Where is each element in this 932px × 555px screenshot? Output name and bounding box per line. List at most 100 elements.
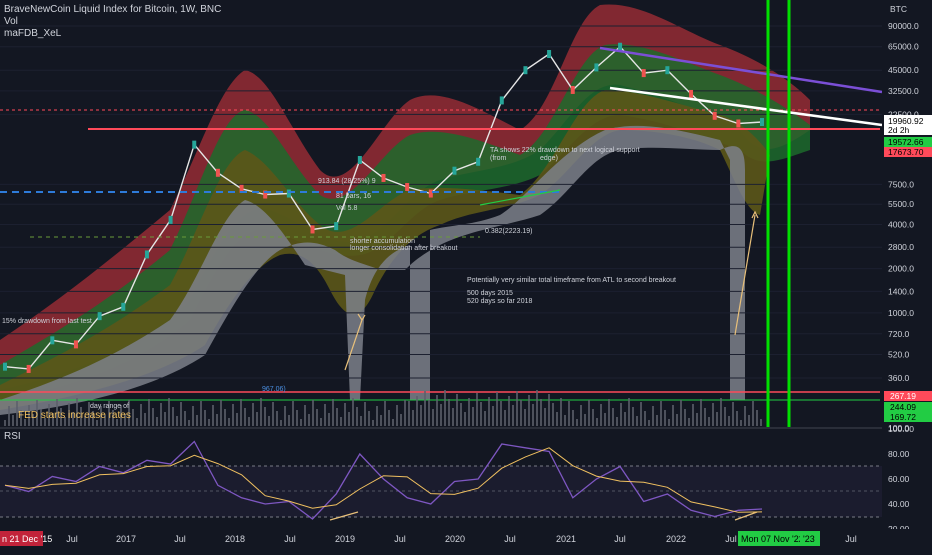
price-point <box>641 69 646 78</box>
green-upper-text: 19572.66 <box>888 137 924 147</box>
volume-bar <box>732 402 734 426</box>
volume-bar <box>564 415 566 426</box>
price-tick-label: 2000.0 <box>888 264 914 274</box>
volume-bar <box>408 401 410 426</box>
price-point <box>192 140 197 149</box>
volume-bar <box>420 405 422 426</box>
vol-label[interactable]: Vol <box>4 16 18 27</box>
green-upper-badge <box>884 137 932 147</box>
volume-bar <box>112 410 114 426</box>
volume-bar <box>476 393 478 426</box>
volume-bar <box>152 408 154 426</box>
volume-bar <box>716 412 718 426</box>
volume-bar <box>560 398 562 426</box>
note-ta2: (from <box>490 155 507 162</box>
symbol-title[interactable]: BraveNewCoin Liquid Index for Bitcoin, 1… <box>4 4 222 15</box>
indicator-label[interactable]: maFDB_XeL <box>4 28 62 39</box>
price-layer <box>3 42 764 373</box>
volume-bar <box>708 417 710 426</box>
note-fib-382: 0.382(2223.19) <box>485 228 532 235</box>
volume-bar <box>128 400 130 426</box>
volume-bar <box>264 407 266 426</box>
volume-bar <box>536 390 538 426</box>
arrow-head-2022 <box>751 210 759 219</box>
currency-label: BTC <box>890 4 907 14</box>
rsi-tick-label: 80.00 <box>888 449 910 459</box>
note-bars: 81 bars, 16 <box>336 193 371 200</box>
volume-bar <box>696 413 698 426</box>
price-tick-label: 520.0 <box>888 350 910 360</box>
arrow-2022[interactable] <box>734 214 756 336</box>
volume-bar <box>588 400 590 426</box>
volume-bar <box>308 414 310 426</box>
purple-trendline[interactable] <box>599 46 883 94</box>
arrow-2018[interactable] <box>344 319 363 371</box>
volume-bar <box>464 412 466 426</box>
price-point <box>570 85 575 94</box>
note-days-2018: 520 days so far 2018 <box>467 298 532 305</box>
volume-bar <box>528 395 530 426</box>
volume-bar <box>272 402 274 426</box>
price-point <box>523 66 528 75</box>
volume-bar <box>28 405 30 426</box>
volume-bar <box>76 398 78 426</box>
volume-bar <box>140 404 142 426</box>
rsi-label[interactable]: RSI <box>4 431 21 442</box>
volume-bar <box>60 408 62 426</box>
white-trendline[interactable] <box>609 86 883 127</box>
volume-bar <box>216 414 218 426</box>
volume-bar <box>240 399 242 426</box>
annotations: 15% drawdown from last test FED starts i… <box>2 147 676 421</box>
volume-bar <box>760 419 762 426</box>
volume-bar <box>444 390 446 426</box>
volume-bar <box>224 409 226 426</box>
volume-bar <box>576 419 578 426</box>
time-tick-label: Jul <box>394 534 406 544</box>
rsi-arrow-2022 <box>734 511 758 521</box>
volume-bar <box>232 404 234 426</box>
volume-bar <box>204 410 206 426</box>
volume-bar <box>636 416 638 426</box>
green-trendline[interactable] <box>479 189 561 206</box>
volume-bar <box>4 420 6 426</box>
volume-bar <box>208 419 210 426</box>
volume-bar <box>380 415 382 426</box>
note-potential: Potentially very similar total timeframe… <box>467 277 676 284</box>
volume-bar <box>672 405 674 426</box>
volume-bar <box>104 415 106 426</box>
volume-bar <box>652 406 654 426</box>
price-point <box>499 96 504 105</box>
volume-bar <box>252 403 254 426</box>
volume-bar <box>436 395 438 426</box>
note-longer-cons: longer consolidation after breakout <box>350 245 457 252</box>
volume-bar <box>488 397 490 426</box>
volume-bar <box>424 391 426 426</box>
volume-bar <box>124 414 126 426</box>
volume-bar <box>456 394 458 426</box>
rsi-pane <box>0 440 882 521</box>
volume-bar <box>188 420 190 426</box>
volume-bar <box>372 420 374 426</box>
red-level-text: 17673.70 <box>888 147 924 157</box>
time-tick-label: Jul <box>845 534 857 544</box>
volume-bar <box>160 403 162 426</box>
green-date-text2: '23 <box>803 534 815 544</box>
time-tick-label: Jul <box>614 534 626 544</box>
volume-bar <box>644 411 646 426</box>
volume-bar <box>392 419 394 426</box>
volume-bar <box>324 404 326 426</box>
price-point <box>476 157 481 166</box>
price-tick-label: 7500.0 <box>888 179 914 189</box>
time-tick-label: 2017 <box>116 534 136 544</box>
time-axis[interactable]: Jul 2017 Jul 2018 Jul 2019 Jul 2020 Jul 2021 Jul 20… <box>66 534 857 544</box>
rsi-line <box>4 440 763 520</box>
volume-bar <box>604 413 606 426</box>
volume-bar <box>96 420 98 426</box>
volume-bar <box>284 406 286 426</box>
volume-bar <box>244 408 246 426</box>
price-axis[interactable]: 90000.0 65000.0 45000.0 32500.0 22500.0 7500.… <box>888 21 919 433</box>
volume-bar <box>276 411 278 426</box>
price-point <box>3 362 7 371</box>
volume-bar <box>148 399 150 426</box>
